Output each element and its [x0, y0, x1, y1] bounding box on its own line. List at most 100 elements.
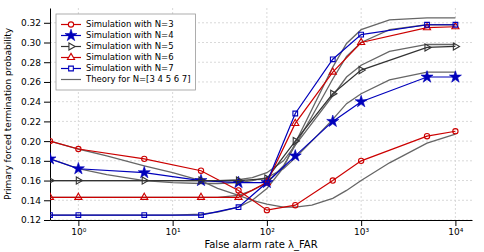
marker [195, 174, 207, 185]
grid [50, 8, 472, 220]
marker-group [50, 43, 460, 184]
x-tick: 10¹ [166, 220, 181, 237]
marker [199, 213, 204, 218]
y-tick-label: 0.16 [21, 176, 41, 186]
marker-group [50, 23, 459, 200]
marker [50, 138, 53, 143]
marker [453, 43, 459, 50]
legend-swatch-marker [65, 29, 77, 40]
y-tick-label: 0.18 [21, 156, 41, 166]
y-axis-line [50, 9, 51, 221]
marker [289, 150, 301, 161]
y-tick-mark [44, 102, 50, 103]
y-tick-mark [44, 200, 50, 201]
y-tick: 0.32 [21, 18, 50, 28]
x-grid-line [455, 8, 456, 220]
y-tick: 0.14 [21, 196, 50, 206]
legend-swatch-line [61, 79, 81, 80]
y-tick-mark [44, 121, 50, 122]
x-tick-label: 10⁴ [448, 227, 463, 237]
x-tick: 10² [260, 220, 275, 237]
legend-label: Simulation with N=6 [86, 52, 174, 62]
y-grid-line [50, 220, 472, 221]
y-tick: 0.18 [21, 156, 50, 166]
legend-item: Simulation with N=3 [61, 19, 174, 29]
marker [359, 67, 365, 74]
series-line [50, 25, 455, 215]
marker [141, 193, 148, 199]
y-tick-mark [44, 220, 50, 221]
legend-item: Simulation with N=7 [61, 63, 174, 73]
marker [355, 95, 367, 106]
marker [421, 71, 433, 82]
x-tick-mark [267, 220, 268, 226]
marker [76, 213, 81, 218]
marker [198, 168, 203, 173]
y-tick: 0.30 [21, 38, 50, 48]
plot-area: 10⁰ 10¹ 10² 10³ 10⁴ 0.12 0.14 0.16 0.18 0.20 0.22 0… [21, 8, 473, 237]
x-axis: 10⁰ 10¹ 10² 10³ 10⁴ [51, 220, 473, 237]
marker [197, 193, 204, 199]
y-tick-label: 0.20 [21, 136, 41, 146]
theory-line [50, 18, 455, 215]
marker [50, 177, 54, 184]
marker [142, 156, 147, 161]
marker [50, 213, 52, 218]
marker [327, 115, 339, 126]
marker [425, 44, 431, 51]
legend-label: Simulation with N=7 [86, 63, 174, 73]
x-tick-mark [173, 220, 174, 226]
y-grid-line [50, 141, 472, 142]
x-tick-mark [455, 220, 456, 226]
marker [236, 205, 241, 210]
y-grid-line [50, 101, 472, 102]
legend-swatch-marker [69, 66, 74, 71]
y-axis: 0.120.140.160.180.200.220.240.260.280.30… [21, 9, 51, 226]
marker [293, 138, 299, 145]
marker [293, 111, 298, 116]
y-tick: 0.26 [21, 77, 50, 87]
legend-item: Theory for N=[3 4 5 6 7] [61, 74, 191, 84]
marker [72, 162, 84, 173]
marker [235, 193, 242, 199]
marker [293, 203, 298, 208]
y-tick-label: 0.26 [21, 77, 41, 87]
marker [453, 22, 458, 27]
y-grid-line [50, 160, 472, 161]
legend-swatch-marker [69, 43, 75, 50]
y-grid-line [50, 121, 472, 122]
legend-label: Simulation with N=5 [86, 41, 174, 51]
legend-item: Simulation with N=6 [61, 52, 174, 62]
y-tick-label: 0.22 [21, 117, 41, 127]
marker [425, 22, 430, 27]
marker [76, 177, 82, 184]
marker [331, 90, 337, 97]
x-tick-label: 10³ [354, 227, 369, 237]
series-line [50, 27, 455, 198]
marker [265, 180, 270, 185]
legend-swatch-marker [68, 22, 73, 27]
y-tick-mark [44, 23, 50, 24]
marker [453, 129, 458, 134]
chart-svg: 10⁰ 10¹ 10² 10³ 10⁴ 0.12 0.14 0.16 0.18 0.20 0.22 0… [0, 0, 484, 252]
x-tick-label: 10² [260, 227, 275, 237]
x-tick-label: 10⁰ [71, 227, 86, 237]
y-tick-label: 0.32 [21, 18, 41, 28]
marker [329, 68, 336, 74]
y-tick-mark [44, 161, 50, 162]
y-tick: 0.24 [21, 97, 50, 107]
marker [264, 207, 269, 212]
marker [199, 177, 205, 184]
y-tick-mark [44, 43, 50, 44]
series-line [50, 46, 455, 180]
marker [50, 153, 56, 164]
chart-container: 10⁰ 10¹ 10² 10³ 10⁴ 0.12 0.14 0.16 0.18 0.20 0.22 0… [0, 0, 484, 252]
marker [424, 134, 429, 139]
x-axis-line [51, 220, 473, 221]
y-tick-label: 0.30 [21, 38, 41, 48]
y-tick: 0.16 [21, 176, 50, 186]
y-tick-label: 0.12 [21, 215, 41, 225]
marker [142, 213, 147, 218]
y-tick-label: 0.24 [21, 97, 41, 107]
legend-swatch-marker [67, 53, 74, 59]
